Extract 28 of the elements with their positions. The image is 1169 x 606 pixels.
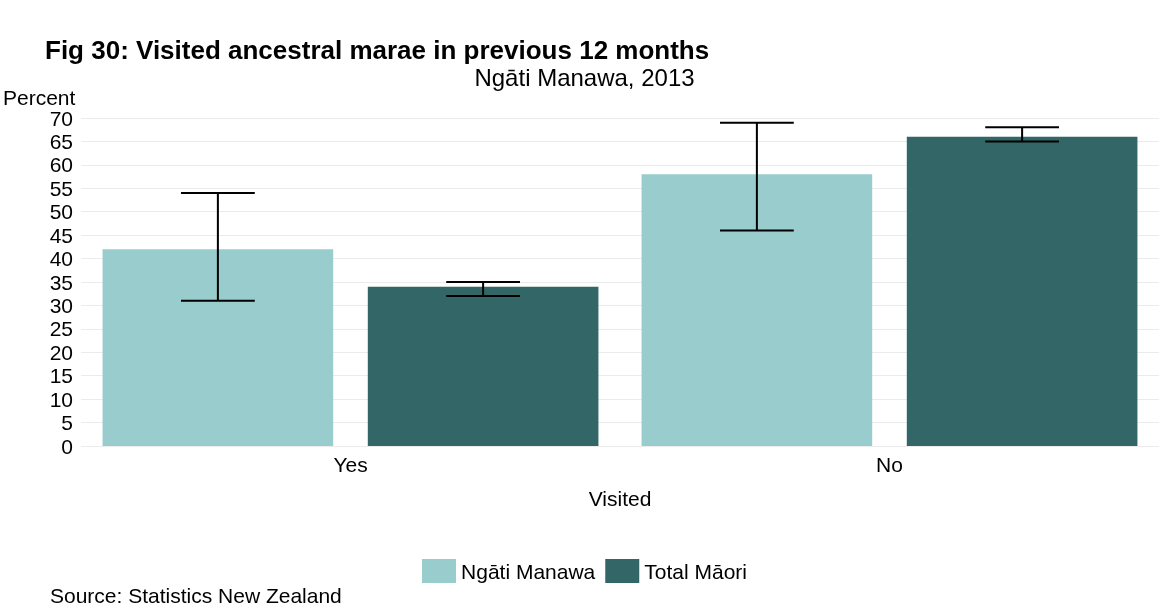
x-tick-label: Yes xyxy=(333,453,368,476)
y-tick-label: 65 xyxy=(49,129,73,153)
y-tick-label: 0 xyxy=(61,434,73,458)
legend-label: Total Māori xyxy=(644,559,747,583)
x-axis-title: Visited xyxy=(588,487,652,510)
bar xyxy=(102,249,334,446)
y-tick-label: 25 xyxy=(49,317,73,341)
chart-subtitle: Ngāti Manawa, 2013 xyxy=(474,63,695,91)
legend-label: Ngāti Manawa xyxy=(461,559,596,583)
y-axis-title: Percent xyxy=(3,85,76,109)
y-tick-label: 5 xyxy=(61,411,73,435)
x-tick-label: No xyxy=(876,453,903,476)
y-tick-label: 40 xyxy=(49,247,73,271)
y-tick-label: 20 xyxy=(49,340,73,364)
y-tick-label: 45 xyxy=(49,223,73,247)
y-tick-label: 70 xyxy=(49,106,73,130)
y-tick-label: 10 xyxy=(49,387,73,411)
y-tick-label: 60 xyxy=(49,153,73,177)
bar xyxy=(367,286,599,446)
y-tick-label: 35 xyxy=(49,270,73,294)
chart-title: Fig 30: Visited ancestral marae in previous 12 months xyxy=(45,35,710,65)
y-tick-label: 15 xyxy=(49,364,73,388)
bar xyxy=(641,174,873,446)
bar xyxy=(906,136,1138,446)
y-tick-label: 30 xyxy=(49,293,73,317)
source-note: Source: Statistics New Zealand xyxy=(50,584,342,606)
y-tick-label: 50 xyxy=(49,200,73,224)
y-tick-label: 55 xyxy=(49,176,73,200)
